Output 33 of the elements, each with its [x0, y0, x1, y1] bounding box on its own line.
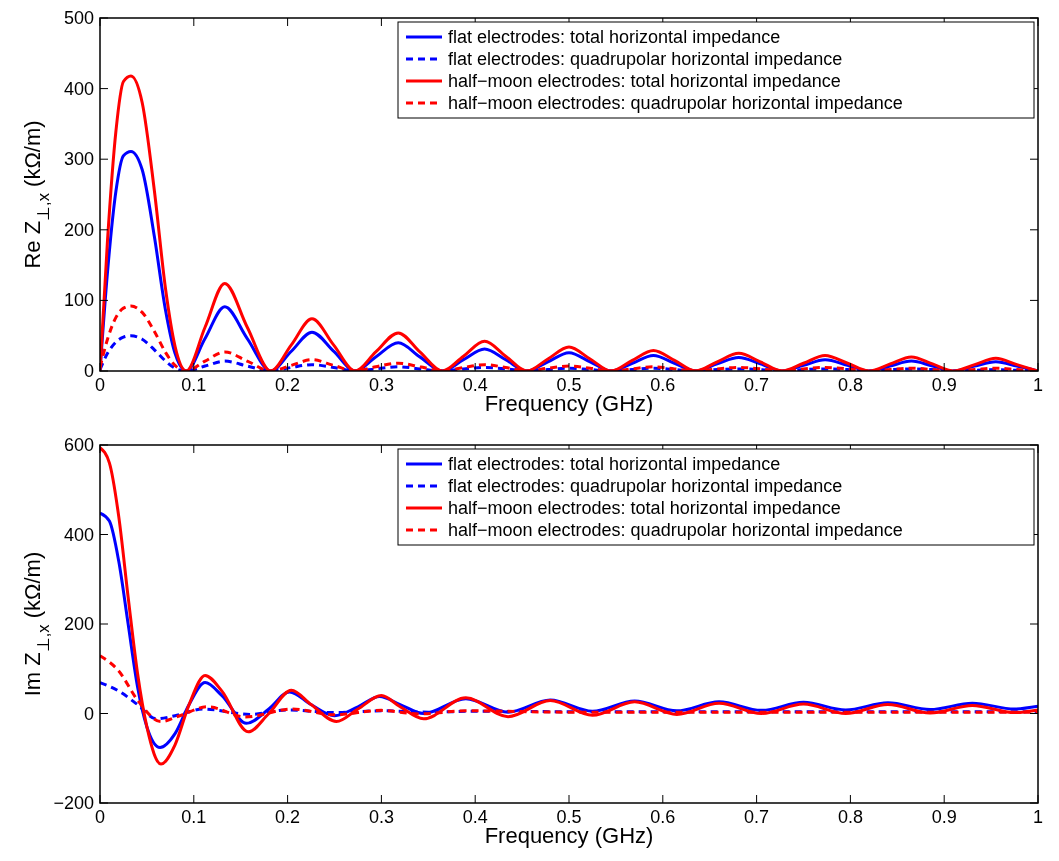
y-tick-label: 300	[63, 149, 94, 170]
legend-label: half−moon electrodes: quadrupolar horizontal impedance	[448, 93, 903, 113]
x-tick-label: 0.8	[837, 375, 863, 395]
legend-label: flat electrodes: total horizontal impedance	[448, 454, 781, 474]
x-tick-label: 0.9	[931, 375, 957, 395]
y-tick-label: 400	[63, 78, 94, 99]
x-tick-label: 0.9	[931, 807, 957, 827]
legend-label: half−moon electrodes: total horizontal impedance	[448, 498, 841, 518]
y-tick-label: 600	[63, 435, 94, 455]
x-tick-label: 0.8	[837, 807, 863, 827]
x-tick-label: 1	[1032, 807, 1044, 827]
x-tick-label: 0.1	[181, 375, 207, 395]
x-tick-label: 0.2	[275, 375, 301, 395]
y-tick-label: 100	[63, 290, 94, 311]
x-tick-label: 0.2	[275, 807, 301, 827]
y-tick-label: −200	[53, 793, 94, 813]
y-tick-label: 200	[63, 219, 94, 240]
x-tick-label: 0.3	[368, 375, 394, 395]
y-tick-label: 0	[83, 703, 94, 724]
legend-label: flat electrodes: total horizontal impedance	[448, 27, 781, 47]
y-tick-label: 400	[63, 524, 94, 545]
y-tick-label: 200	[63, 614, 94, 634]
y-tick-label: 500	[63, 8, 94, 28]
legend-label: flat electrodes: quadrupolar horizontal impedance	[448, 476, 843, 496]
legend-label: flat electrodes: quadrupolar horizontal impedance	[448, 49, 843, 69]
y-tick-label: 0	[83, 361, 94, 381]
x-tick-label: 0.7	[744, 807, 770, 827]
x-tick-label: 0.7	[744, 375, 770, 395]
legend-label: half−moon electrodes: quadrupolar horizontal impedance	[448, 520, 903, 540]
x-tick-label: 1	[1032, 375, 1044, 395]
legend-label: half−moon electrodes: total horizontal impedance	[448, 71, 841, 91]
x-tick-label: 0.3	[368, 807, 394, 827]
x-tick-label: 0.1	[181, 807, 207, 827]
